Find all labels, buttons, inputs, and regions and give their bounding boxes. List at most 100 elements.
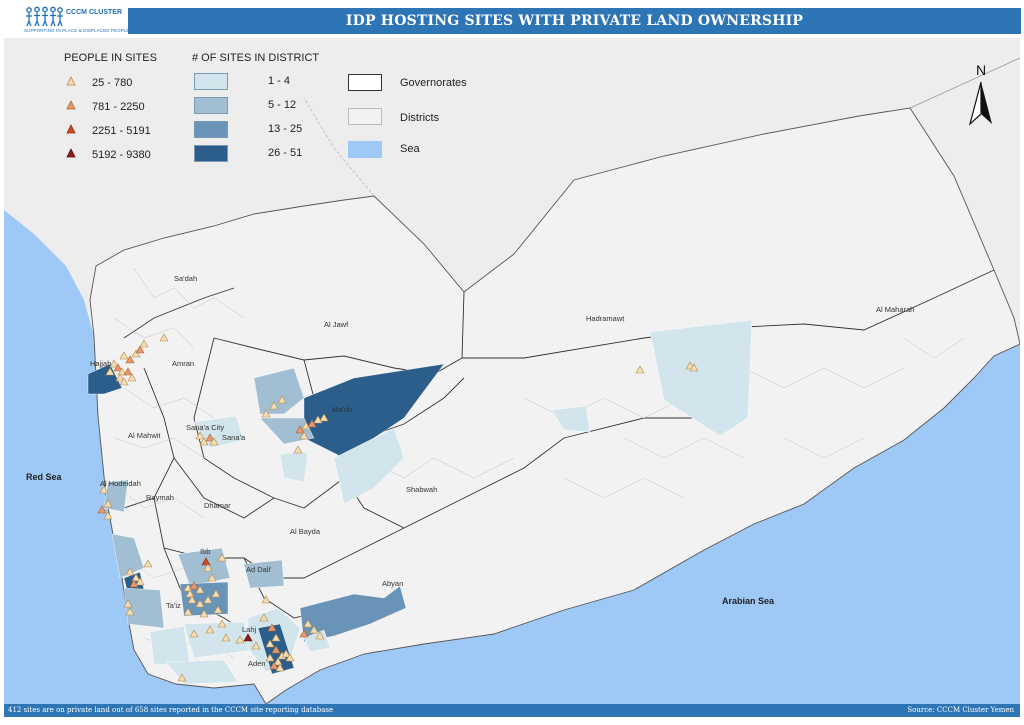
- triangle-icon-2: [66, 100, 76, 110]
- site-marker: [203, 563, 213, 572]
- yemen-land: [89, 107, 1020, 704]
- place-labels: Sa'dah Al Jawf Hadramawt Al Maharah Amra…: [90, 274, 914, 668]
- oman-saudi-border: [909, 57, 1020, 109]
- site-marker: [207, 573, 217, 582]
- legend-people-1: 25 - 780: [92, 77, 133, 89]
- saudi-border-line: [303, 97, 375, 197]
- triangle-icon-3: [66, 124, 76, 134]
- site-marker: [205, 433, 215, 442]
- label-taiz: Ta'iz: [166, 601, 181, 610]
- site-marker: [189, 629, 199, 638]
- legend-sites-swatch-4: [194, 145, 228, 162]
- site-marker: [211, 589, 221, 598]
- site-marker: [131, 573, 141, 582]
- label-arabian-sea: Arabian Sea: [722, 596, 775, 606]
- site-marker: [269, 401, 279, 410]
- site-marker: [143, 559, 153, 568]
- site-marker: [135, 345, 145, 354]
- site-marker: [135, 577, 145, 586]
- legend-people-2: 781 - 2250: [92, 101, 145, 113]
- site-marker: [103, 499, 113, 508]
- site-marker: [125, 607, 135, 616]
- label-ad-dali: Ad Dali': [246, 565, 272, 574]
- site-marker: [271, 645, 281, 654]
- district-choropleth: [87, 319, 753, 685]
- label-sanaa-city: Sana'a City: [186, 423, 224, 432]
- label-ibb: Ibb: [200, 547, 210, 556]
- site-marker: [265, 639, 275, 648]
- site-marker: [285, 653, 295, 662]
- north-label: N: [975, 62, 987, 78]
- legend-sites-swatch-1: [194, 73, 228, 90]
- site-marker: [209, 437, 219, 446]
- site-marker: [185, 589, 195, 598]
- legend-sites-heading: # OF SITES IN DISTRICT: [192, 52, 320, 64]
- site-marker: [199, 609, 209, 618]
- site-marker: [299, 629, 309, 638]
- legend-governorates-swatch: [348, 74, 382, 91]
- footer-source: Source: CCCM Cluster Yemen: [907, 706, 1014, 714]
- site-markers: [97, 333, 699, 682]
- site-marker: [635, 365, 645, 374]
- site-marker: [277, 395, 287, 404]
- site-marker: [293, 445, 303, 454]
- legend-sites-2: 5 - 12: [268, 99, 297, 111]
- label-al-bayda: Al Bayda: [290, 527, 321, 536]
- site-marker: [113, 363, 123, 372]
- cccm-logo: CCCM CLUSTER SUPPORTING IN PLACE & DISPL…: [24, 6, 129, 36]
- footer-bar: 412 sites are on private land out of 658…: [4, 704, 1020, 717]
- site-marker: [195, 431, 205, 440]
- people-figures-icon: [26, 6, 63, 27]
- legend-people-3: 2251 - 5191: [92, 125, 151, 137]
- site-marker: [261, 409, 271, 418]
- map-svg[interactable]: Sa'dah Al Jawf Hadramawt Al Maharah Amra…: [4, 38, 1020, 704]
- site-marker: [251, 641, 261, 650]
- label-raymah: Raymah: [146, 493, 174, 502]
- map-frame[interactable]: Sa'dah Al Jawf Hadramawt Al Maharah Amra…: [4, 38, 1020, 704]
- site-marker: [123, 599, 133, 608]
- site-marker: [299, 431, 309, 440]
- site-marker: [315, 631, 325, 640]
- site-marker: [119, 351, 129, 360]
- site-marker: [187, 595, 197, 604]
- arabian-sea: [266, 344, 1020, 704]
- red-sea: [4, 210, 266, 704]
- site-marker: [267, 623, 277, 632]
- site-marker: [103, 511, 113, 520]
- legend-people-icons: [66, 76, 76, 158]
- site-marker: [217, 619, 227, 628]
- site-marker: [235, 635, 245, 644]
- legend-districts-label: Districts: [400, 112, 440, 124]
- site-marker: [127, 373, 137, 382]
- site-marker: [119, 377, 129, 386]
- site-marker: [123, 367, 133, 376]
- legend-sites-swatch-3: [194, 121, 228, 138]
- site-marker: [131, 349, 141, 358]
- legend-sites-4: 26 - 51: [268, 147, 303, 159]
- site-marker: [689, 363, 699, 372]
- site-marker: [99, 485, 109, 494]
- legend-sea-label: Sea: [400, 143, 420, 155]
- legend-sea-swatch: [348, 141, 382, 158]
- legend-sites-1: 1 - 4: [268, 75, 291, 87]
- site-marker: [201, 557, 211, 566]
- site-marker: [213, 605, 223, 614]
- north-arrow: N: [964, 62, 998, 128]
- label-shabwah: Shabwah: [406, 485, 437, 494]
- site-marker: [125, 355, 135, 364]
- logo-title: CCCM CLUSTER: [66, 9, 122, 16]
- site-marker: [203, 595, 213, 604]
- site-marker: [281, 649, 291, 658]
- site-marker: [259, 613, 269, 622]
- site-marker: [183, 607, 193, 616]
- site-marker: [295, 425, 305, 434]
- legend-sites-swatch-2: [194, 97, 228, 114]
- site-marker: [195, 585, 205, 594]
- site-marker: [125, 567, 135, 576]
- site-marker: [243, 633, 253, 642]
- label-al-hodeidah: Al Hodeidah: [100, 479, 141, 488]
- site-marker: [271, 633, 281, 642]
- site-marker: [217, 553, 227, 562]
- site-marker: [199, 437, 209, 446]
- label-abyan: Abyan: [382, 579, 403, 588]
